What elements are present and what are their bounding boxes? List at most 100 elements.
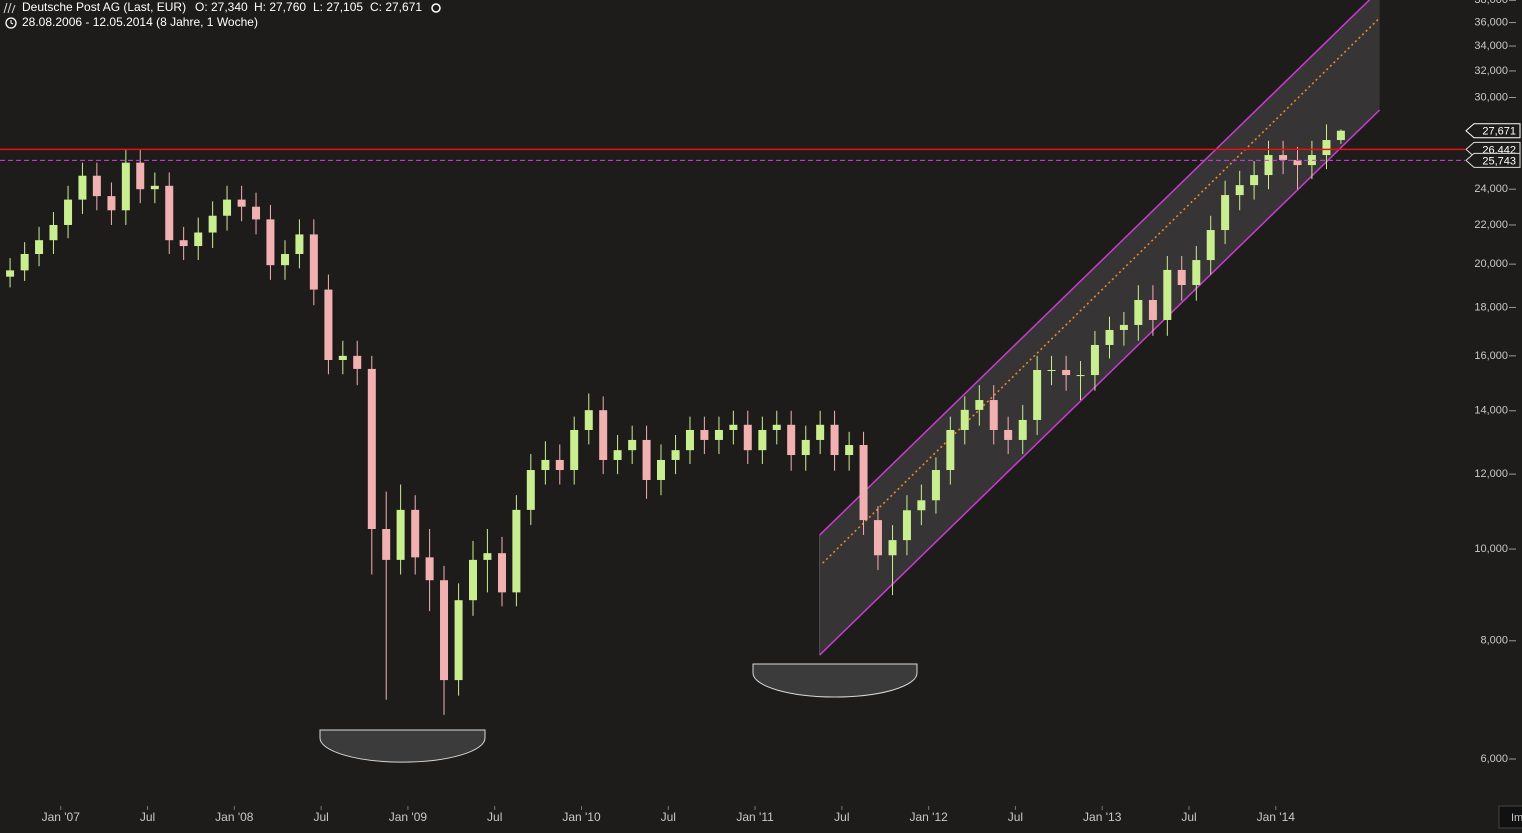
candle-body xyxy=(1090,344,1099,376)
y-tick-label: 32,000 xyxy=(1474,65,1508,77)
channel-lower xyxy=(819,109,1381,656)
candle-body xyxy=(35,240,44,254)
candle-body xyxy=(208,215,217,233)
candle-body xyxy=(367,368,376,529)
candle-body xyxy=(989,400,998,430)
y-tick-label: 6,000 xyxy=(1480,753,1508,765)
candle-body xyxy=(1163,269,1172,320)
candle-body xyxy=(49,224,58,241)
candle-body xyxy=(469,559,478,601)
x-tick-label: Jan '08 xyxy=(215,810,254,824)
candle-body xyxy=(324,289,333,360)
candle-body xyxy=(917,500,926,511)
candle-body xyxy=(78,175,87,200)
price-tag xyxy=(1465,123,1521,139)
candle-body xyxy=(642,439,651,480)
candle-body xyxy=(758,429,767,451)
y-tick-label: 38,000 xyxy=(1474,0,1508,6)
candle-body xyxy=(266,219,275,266)
candle-body xyxy=(1177,269,1186,286)
ohlc-close: C: 27,671 xyxy=(370,0,422,14)
candle-body xyxy=(541,459,550,471)
candle-body xyxy=(165,185,174,241)
price-tag-label: 25,743 xyxy=(1482,155,1516,167)
x-tick-label: Jan '13 xyxy=(1083,810,1122,824)
candle-body xyxy=(1322,140,1331,156)
x-tick-label: Jul xyxy=(661,810,676,824)
instrument-name: Deutsche Post AG (Last, EUR) xyxy=(22,0,186,14)
candle-body xyxy=(1293,159,1302,166)
candle-body xyxy=(570,429,579,471)
candle-body xyxy=(1004,429,1013,440)
candle-body xyxy=(888,540,897,556)
candle-body xyxy=(6,270,15,277)
x-tick-label: Jan '12 xyxy=(909,810,948,824)
y-tick-label: 30,000 xyxy=(1474,91,1508,103)
candle-body xyxy=(295,234,304,254)
footer-tag[interactable]: Im xyxy=(1511,812,1522,824)
candle-body xyxy=(64,199,73,225)
candle-body xyxy=(729,424,738,430)
candle-body xyxy=(671,450,680,460)
y-tick-label: 16,000 xyxy=(1474,350,1508,362)
candle-body xyxy=(787,424,796,456)
bowl-annotation xyxy=(319,729,486,763)
plot-area xyxy=(6,0,1381,715)
candle-body xyxy=(237,199,246,207)
candle-body xyxy=(845,445,854,456)
candle-body xyxy=(425,557,434,581)
candle-body xyxy=(599,410,608,460)
candle-body xyxy=(1119,324,1128,330)
candle-body xyxy=(1336,130,1345,141)
candle-body xyxy=(613,450,622,460)
candle-body xyxy=(859,445,868,521)
candle-body xyxy=(1206,230,1215,261)
y-tick-label: 34,000 xyxy=(1474,40,1508,52)
candle-body xyxy=(454,600,463,681)
y-tick-label: 10,000 xyxy=(1474,543,1508,555)
price-tag-label: 27,671 xyxy=(1482,126,1516,138)
candle-body xyxy=(20,253,29,271)
y-tick-label: 24,000 xyxy=(1474,183,1508,195)
x-tick-label: Jul xyxy=(1181,810,1196,824)
candle-body xyxy=(1062,369,1071,376)
candle-body xyxy=(121,162,130,211)
candle-body xyxy=(1076,375,1085,377)
candle-body xyxy=(179,240,188,247)
candle-body xyxy=(931,470,940,501)
y-tick-label: 18,000 xyxy=(1474,301,1508,313)
candle-body xyxy=(223,199,232,216)
y-tick-label: 20,000 xyxy=(1474,258,1508,270)
candle-body xyxy=(1105,329,1114,345)
ohlc-high: H: 27,760 xyxy=(254,0,306,14)
price-tag xyxy=(1465,152,1521,168)
candle-body xyxy=(411,509,420,558)
footer-tag-box[interactable] xyxy=(1498,805,1522,829)
y-tick-label: 36,000 xyxy=(1474,16,1508,28)
x-tick-label: Jul xyxy=(140,810,155,824)
bowl-annotation xyxy=(752,663,918,698)
candle-body xyxy=(526,470,535,510)
candle-body xyxy=(902,510,911,541)
clock-hands xyxy=(10,20,14,25)
candle-body xyxy=(801,439,810,456)
x-tick-label: Jul xyxy=(487,810,502,824)
candle-body xyxy=(1148,299,1157,320)
settings-icon[interactable] xyxy=(431,3,441,13)
candle-body xyxy=(1134,299,1143,325)
date-range: 28.08.2006 - 12.05.2014 (8 Jahre, 1 Woch… xyxy=(22,15,258,29)
candle-body xyxy=(743,424,752,451)
y-tick-label: 14,000 xyxy=(1474,405,1508,417)
x-tick-label: Jan '11 xyxy=(736,810,774,824)
candle-body xyxy=(1235,185,1244,196)
clock-icon xyxy=(5,17,17,29)
ohlc-open: O: 27,340 xyxy=(195,0,248,14)
candle-body xyxy=(309,234,318,290)
x-tick-label: Jan '14 xyxy=(1257,810,1296,824)
candle-body xyxy=(194,232,203,247)
candle-body xyxy=(1264,155,1273,176)
candle-body xyxy=(1018,419,1027,440)
candle-body xyxy=(1192,260,1201,286)
